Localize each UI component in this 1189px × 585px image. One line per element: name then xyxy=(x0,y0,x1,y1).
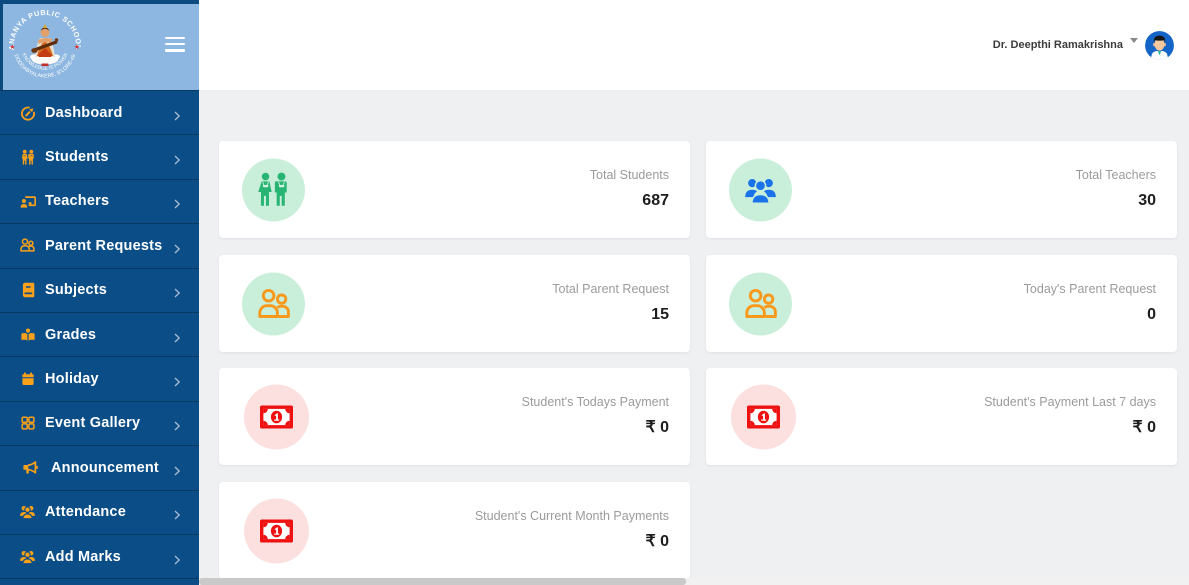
svg-text:★: ★ xyxy=(74,43,80,51)
svg-text:★: ★ xyxy=(10,43,16,51)
